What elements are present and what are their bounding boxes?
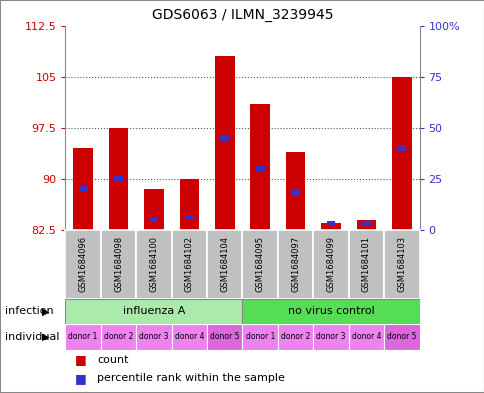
Bar	[114, 176, 123, 182]
Bar	[255, 166, 264, 171]
Text: donor 5: donor 5	[210, 332, 239, 342]
Bar	[250, 104, 270, 230]
Bar	[207, 324, 242, 350]
Bar	[73, 148, 93, 230]
Text: percentile rank within the sample: percentile rank within the sample	[97, 373, 284, 383]
Bar	[65, 324, 101, 350]
Bar	[391, 77, 411, 230]
Text: donor 2: donor 2	[104, 332, 133, 342]
Text: donor 1: donor 1	[68, 332, 98, 342]
Bar	[78, 186, 88, 192]
Bar	[220, 135, 229, 141]
Bar	[65, 299, 242, 324]
Title: GDS6063 / ILMN_3239945: GDS6063 / ILMN_3239945	[151, 8, 333, 22]
Bar	[214, 56, 234, 230]
Text: influenza A: influenza A	[122, 307, 185, 316]
Bar	[136, 230, 171, 299]
Text: ■: ■	[75, 371, 87, 385]
Text: individual: individual	[5, 332, 59, 342]
Text: GSM1684104: GSM1684104	[220, 236, 229, 292]
Bar	[383, 230, 419, 299]
Bar	[171, 324, 207, 350]
Bar	[144, 189, 164, 230]
Bar	[356, 220, 376, 230]
Bar	[242, 324, 277, 350]
Bar	[207, 230, 242, 299]
Text: GSM1684097: GSM1684097	[290, 236, 300, 292]
Bar	[184, 215, 194, 220]
Text: donor 4: donor 4	[351, 332, 380, 342]
Text: no virus control: no virus control	[287, 307, 374, 316]
Text: donor 5: donor 5	[386, 332, 416, 342]
Bar	[383, 324, 419, 350]
Bar	[242, 230, 277, 299]
Bar	[348, 230, 383, 299]
Bar	[285, 152, 305, 230]
Text: GSM1684102: GSM1684102	[184, 236, 194, 292]
Text: ▶: ▶	[42, 307, 50, 316]
Bar	[277, 324, 313, 350]
Text: donor 3: donor 3	[139, 332, 168, 342]
Bar	[242, 299, 419, 324]
Bar	[290, 190, 300, 196]
Bar	[313, 230, 348, 299]
Text: GSM1684100: GSM1684100	[149, 236, 158, 292]
Text: ▶: ▶	[42, 332, 50, 342]
Text: infection: infection	[5, 307, 53, 316]
Bar	[171, 230, 207, 299]
Text: GSM1684103: GSM1684103	[396, 236, 406, 292]
Bar	[361, 221, 370, 226]
Text: donor 3: donor 3	[316, 332, 345, 342]
Text: GSM1684095: GSM1684095	[255, 236, 264, 292]
Text: count: count	[97, 354, 128, 365]
Bar	[277, 230, 313, 299]
Text: donor 2: donor 2	[280, 332, 310, 342]
Text: GSM1684096: GSM1684096	[78, 236, 88, 292]
Bar	[326, 221, 335, 226]
Text: GSM1684098: GSM1684098	[114, 236, 123, 292]
Bar	[101, 324, 136, 350]
Bar	[179, 179, 199, 230]
Text: GSM1684101: GSM1684101	[361, 236, 370, 292]
Text: donor 1: donor 1	[245, 332, 274, 342]
Bar	[348, 324, 383, 350]
Text: donor 4: donor 4	[174, 332, 204, 342]
Bar	[396, 145, 406, 151]
Bar	[136, 324, 171, 350]
Bar	[320, 223, 340, 230]
Text: ■: ■	[75, 353, 87, 366]
Bar	[65, 230, 101, 299]
Bar	[108, 128, 128, 230]
Bar	[101, 230, 136, 299]
Text: GSM1684099: GSM1684099	[326, 236, 335, 292]
Bar	[149, 217, 158, 222]
Bar	[313, 324, 348, 350]
